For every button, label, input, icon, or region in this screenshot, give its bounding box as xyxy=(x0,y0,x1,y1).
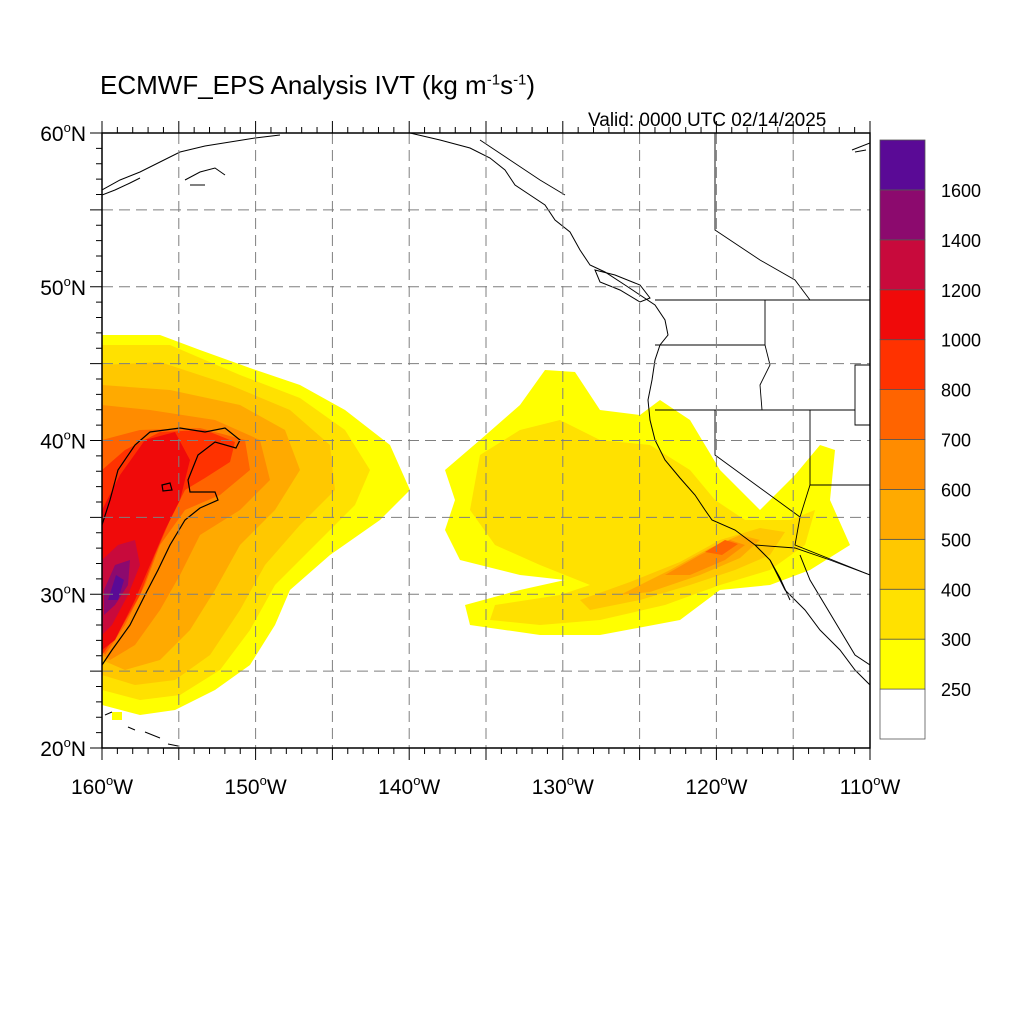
ivt-contour-1000 xyxy=(102,427,241,666)
lon-tick-label: 130oW xyxy=(532,773,594,799)
ivt-east-700 xyxy=(705,540,738,555)
colorbar-label: 700 xyxy=(941,431,971,451)
lon-tick-label: 150oW xyxy=(225,773,287,799)
colorbar-bin xyxy=(879,189,926,241)
north-america-west-coast xyxy=(409,133,791,601)
colorbar-bin xyxy=(879,688,926,740)
colorbar-bin xyxy=(879,638,926,690)
lon-tick-label: 160oW xyxy=(71,773,133,799)
lon-tick-label: 120oW xyxy=(685,773,747,799)
colorbar-bin xyxy=(879,489,926,540)
map-gridlines xyxy=(102,133,870,748)
northeast-coast-fragment xyxy=(851,142,870,153)
colorbar-bin xyxy=(879,538,926,590)
colorbar-label: 800 xyxy=(941,381,971,401)
colorbar-bin xyxy=(879,339,926,390)
colorbar-bin xyxy=(879,239,926,291)
colorbar-bin xyxy=(879,389,926,440)
lat-tick-label: 40oN xyxy=(40,428,86,454)
colorbar-label: 300 xyxy=(941,630,971,650)
state-lines xyxy=(655,300,870,576)
lat-tick-label: 50oN xyxy=(40,274,86,300)
colorbar-label: 400 xyxy=(941,580,971,600)
colorbar-bin xyxy=(879,439,926,490)
colorbar-bin xyxy=(879,289,926,341)
ivt-hawaii-250 xyxy=(112,712,122,720)
colorbar-label: 1600 xyxy=(941,181,981,201)
ivt-shading xyxy=(102,335,850,720)
lon-tick-labels: 160oW 150oW 140oW 130oW 120oW 110oW xyxy=(71,773,901,799)
colorbar-bin xyxy=(879,139,926,191)
baja-coast xyxy=(769,559,870,686)
lat-tick-label: 30oN xyxy=(40,581,86,607)
colorbar-label: 250 xyxy=(941,680,971,700)
colorbar-labels: 250 300 400 500 600 700 800 1000 1200 1400 1600 xyxy=(941,181,981,700)
colorbar-label: 1200 xyxy=(941,281,981,301)
axis-ticks xyxy=(90,121,871,760)
us-mexico-border xyxy=(754,544,870,576)
lon-tick-label: 140oW xyxy=(378,773,440,799)
coastlines xyxy=(102,133,870,747)
alaska-islands xyxy=(184,167,226,186)
alaska-peninsula-coast xyxy=(102,134,281,196)
colorbar-label: 500 xyxy=(941,530,971,550)
chart-title: ECMWF_EPS Analysis IVT (kg m-1s-1) xyxy=(100,70,536,100)
ivt-east-300 xyxy=(470,420,815,625)
alaska-canada-border xyxy=(479,133,811,301)
vancouver-island xyxy=(594,269,651,303)
colorbar-bin xyxy=(879,588,926,640)
gulf-of-california xyxy=(799,554,870,666)
colorbar xyxy=(879,139,926,740)
political-boundaries xyxy=(479,133,870,576)
colorbar-label: 600 xyxy=(941,480,971,500)
valid-time-label: Valid: 0000 UTC 02/14/2025 xyxy=(588,110,827,131)
lat-tick-labels: 20oN 30oN 40oN 50oN 60oN xyxy=(40,120,86,761)
lat-tick-label: 20oN xyxy=(40,735,86,761)
lon-tick-label: 110oW xyxy=(840,773,901,799)
hawaii-islands xyxy=(104,711,179,747)
colorbar-label: 1000 xyxy=(941,331,981,351)
colorbar-label: 1400 xyxy=(941,231,981,251)
lat-tick-label: 60oN xyxy=(40,120,86,146)
